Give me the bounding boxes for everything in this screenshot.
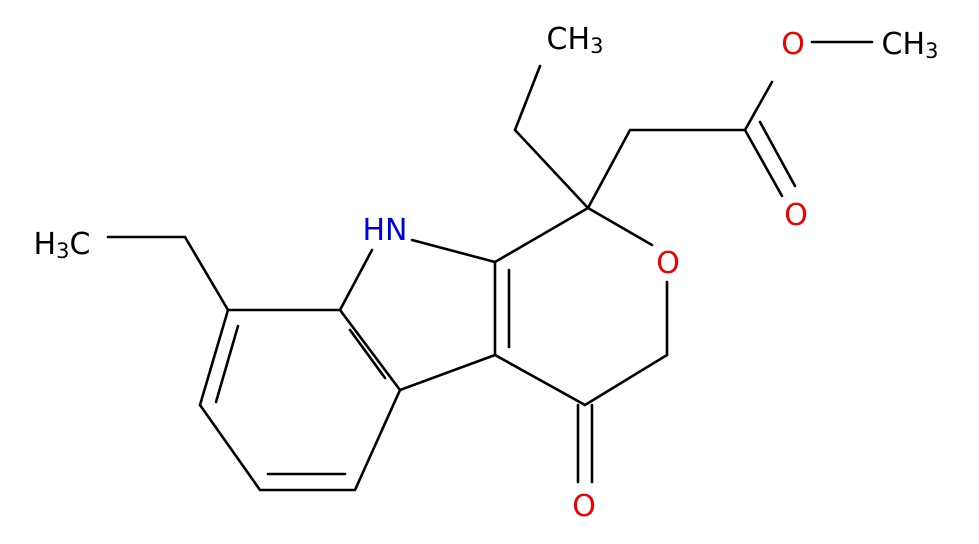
atom-label: CH3 <box>882 27 939 64</box>
atom-label: HN <box>363 213 408 248</box>
atom-label: O <box>572 489 596 524</box>
bond <box>586 80 774 210</box>
atom-label: O <box>781 27 805 62</box>
bond <box>338 248 374 312</box>
atom-label: O <box>656 246 680 281</box>
atom-label: O <box>784 198 808 233</box>
bond <box>586 206 654 247</box>
bond <box>106 235 230 312</box>
bond <box>410 238 497 264</box>
atom-labels: CH3 O CH3 O H3C HN O O <box>34 22 939 524</box>
bond <box>198 308 402 492</box>
bond <box>398 353 497 392</box>
bonds <box>106 40 874 492</box>
bond <box>493 206 669 407</box>
bond <box>348 328 387 380</box>
bond <box>513 64 590 210</box>
bond <box>758 120 797 188</box>
atom-label: H3C <box>34 227 91 264</box>
bond <box>214 324 240 404</box>
atom-label: CH3 <box>547 22 604 59</box>
bond <box>743 128 784 198</box>
